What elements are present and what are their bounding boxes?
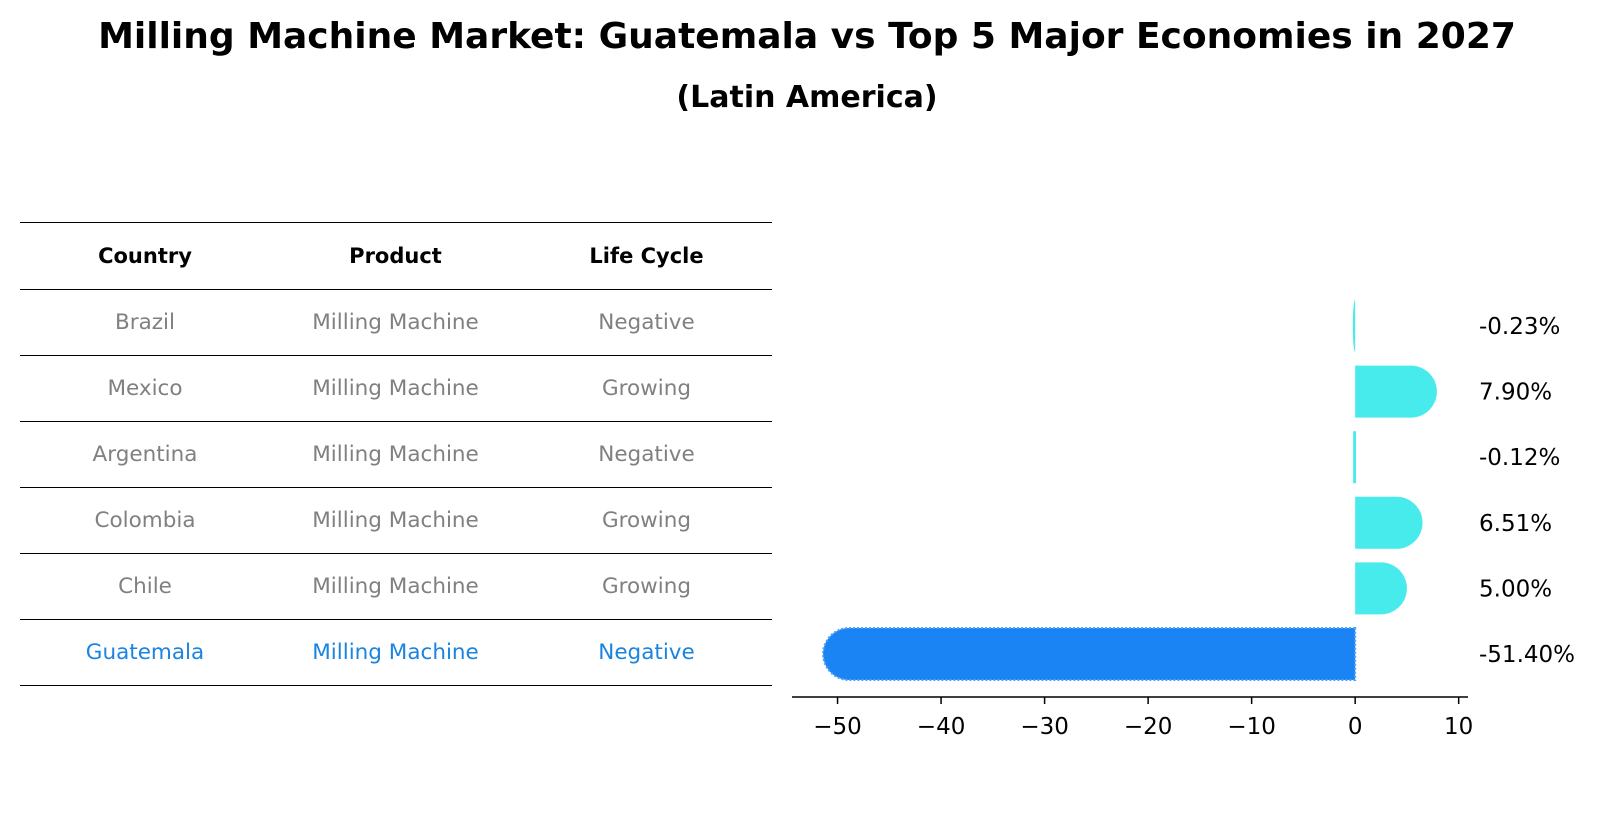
table-header-row: Country Product Life Cycle xyxy=(20,222,772,290)
cell-product: Milling Machine xyxy=(312,640,479,665)
table-row: Argentina Milling Machine Negative xyxy=(20,422,772,488)
x-tick-label: 10 xyxy=(1444,714,1473,740)
cell-country: Guatemala xyxy=(85,640,205,665)
x-tick-label: 0 xyxy=(1348,714,1363,740)
cell-product: Milling Machine xyxy=(312,574,479,599)
cell-country: Brazil xyxy=(115,310,175,335)
x-tick-label: −40 xyxy=(917,714,966,740)
cell-life-cycle: Negative xyxy=(598,640,695,665)
bar-guatemala xyxy=(822,627,1357,681)
cell-life-cycle: Growing xyxy=(601,574,691,599)
bar-mexico xyxy=(1355,365,1437,418)
x-tick-label: −30 xyxy=(1020,714,1069,740)
bar-value-label: 7.90% xyxy=(1479,380,1552,406)
table-row: Chile Milling Machine Growing xyxy=(20,554,772,620)
bar-brazil xyxy=(1352,300,1356,352)
cell-country: Colombia xyxy=(94,508,196,533)
cell-product: Milling Machine xyxy=(312,376,479,401)
cell-product: Milling Machine xyxy=(312,310,479,335)
table-row: Mexico Milling Machine Growing xyxy=(20,356,772,422)
x-tick-label: −50 xyxy=(813,714,862,740)
x-tick-label: −20 xyxy=(1124,714,1173,740)
x-tick-label: −10 xyxy=(1227,714,1276,740)
bar-value-label: -51.40% xyxy=(1479,642,1575,668)
table-row: Brazil Milling Machine Negative xyxy=(20,290,772,356)
cell-country: Chile xyxy=(118,574,172,599)
bar-value-label: 5.00% xyxy=(1479,576,1552,602)
cell-country: Argentina xyxy=(92,442,198,467)
table-row: Colombia Milling Machine Growing xyxy=(20,488,772,554)
bar-colombia xyxy=(1355,496,1423,549)
cell-life-cycle: Negative xyxy=(598,442,695,467)
data-table: Country Product Life Cycle Brazil Millin… xyxy=(20,222,772,686)
cell-life-cycle: Negative xyxy=(598,310,695,335)
chart-subtitle: (Latin America) xyxy=(676,80,938,115)
bar-value-label: 6.51% xyxy=(1479,511,1552,537)
chart-title: Milling Machine Market: Guatemala vs Top… xyxy=(98,16,1516,57)
cell-life-cycle: Growing xyxy=(601,376,691,401)
cell-product: Milling Machine xyxy=(312,442,479,467)
header-product: Product xyxy=(349,244,442,268)
cell-country: Mexico xyxy=(107,376,183,401)
header-life-cycle: Life Cycle xyxy=(589,244,704,268)
table-row-highlight: Guatemala Milling Machine Negative xyxy=(20,620,772,686)
cell-life-cycle: Growing xyxy=(601,508,691,533)
bar-chile xyxy=(1355,562,1407,615)
cell-product: Milling Machine xyxy=(312,508,479,533)
bar-value-label: -0.12% xyxy=(1479,445,1560,471)
header-country: Country xyxy=(98,244,192,268)
bar-value-label: -0.23% xyxy=(1479,314,1560,340)
bar-argentina xyxy=(1353,431,1356,484)
